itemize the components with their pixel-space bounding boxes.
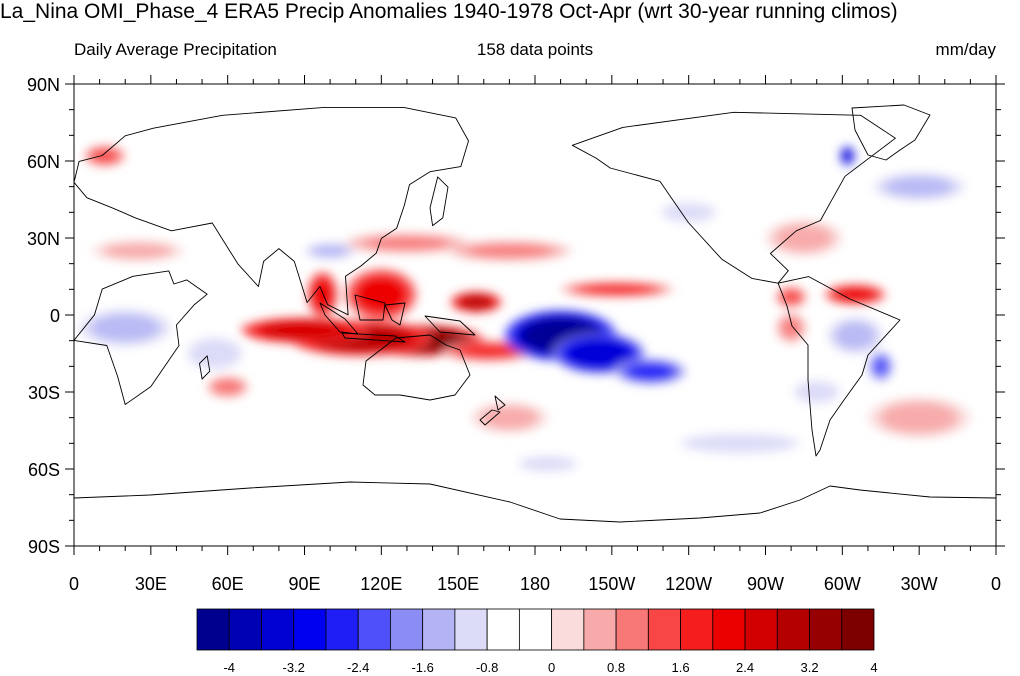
- colorbar-swatch: [647, 608, 681, 651]
- anomaly-blob-20: [364, 236, 450, 250]
- colorbar-label: 1.6: [672, 660, 690, 675]
- lat-label: 30N: [27, 229, 60, 249]
- colorbar-swatch: [776, 608, 810, 651]
- lat-label: 30S: [28, 383, 60, 403]
- lon-label: 30W: [901, 574, 938, 594]
- lat-label: 90N: [27, 75, 60, 95]
- lon-label: 180: [520, 574, 550, 594]
- anomaly-blob-4: [312, 279, 333, 310]
- anomaly-blob-2: [262, 321, 347, 339]
- anomaly-blob-23: [91, 149, 119, 163]
- colorbar-swatch: [551, 608, 585, 651]
- colorbar-label: 2.4: [736, 660, 754, 675]
- anomaly-blob-25: [483, 407, 535, 428]
- anomaly-blob-12: [834, 287, 876, 302]
- colorbar-labels: -4 -3.2 -2.4 -1.6 -0.8 0 0.8 1.6 2.4 3.2 4: [223, 660, 877, 675]
- anomaly-blob-9: [626, 362, 675, 380]
- colorbar-swatch: [390, 608, 424, 651]
- colorbar-label: 0.8: [607, 660, 625, 675]
- colorbar-label: 3.2: [800, 660, 818, 675]
- lon-label: 150E: [437, 574, 479, 594]
- colorbar-swatch: [712, 608, 746, 651]
- colorbar-swatch: [486, 608, 520, 651]
- data-points-label: 158 data points: [476, 40, 594, 59]
- lon-label: 60E: [212, 574, 244, 594]
- colorbar-swatch: [422, 608, 456, 651]
- anomaly-field: [74, 145, 971, 475]
- colorbar-swatch: [680, 608, 714, 651]
- colorbar-label: -2.4: [347, 660, 369, 675]
- longitude-labels: 0 30E 60E 90E 120E 150E 180 150W 120W 90W 60W 30W 0: [69, 574, 1001, 594]
- lon-label: 0: [69, 574, 79, 594]
- anomaly-blob-10: [579, 284, 655, 295]
- colorbar-swatch: [357, 608, 391, 651]
- anomaly-blob-15: [842, 149, 853, 163]
- lon-label: 90E: [288, 574, 320, 594]
- lat-label: 60N: [27, 152, 60, 172]
- coastlines: [74, 104, 996, 523]
- anomaly-blob-14: [834, 321, 876, 350]
- anomaly-blob-24: [214, 380, 242, 394]
- colorbar-swatch: [841, 608, 875, 651]
- anomaly-blob-30: [885, 404, 954, 432]
- anomaly-blob-5: [459, 295, 494, 309]
- lon-label: 0: [991, 574, 1001, 594]
- colorbar-swatch: [228, 608, 262, 651]
- colorbar-label: 0: [548, 660, 555, 675]
- anomaly-blob-32: [522, 457, 574, 471]
- lon-label: 120E: [360, 574, 402, 594]
- colorbar-label: 4: [870, 660, 877, 675]
- lon-label: 150W: [588, 574, 635, 594]
- axis-ticks: [65, 75, 1005, 555]
- colorbar-label: -1.6: [411, 660, 433, 675]
- colorbar-swatch: [325, 608, 359, 651]
- colorbar-swatch: [454, 608, 488, 651]
- anomaly-blob-22: [107, 244, 169, 258]
- anomaly-blob-3: [357, 277, 406, 312]
- variable-label: Daily Average Precipitation: [74, 40, 277, 59]
- anomaly-blob-19: [313, 245, 348, 256]
- colorbar-swatch: [261, 608, 295, 651]
- lon-label: 60W: [824, 574, 861, 594]
- anomaly-blob-21: [466, 244, 552, 258]
- anomaly-blob-31: [688, 434, 791, 452]
- anomaly-blob-29: [799, 383, 834, 401]
- colorbar-swatch: [744, 608, 778, 651]
- colorbar-swatch: [518, 608, 553, 651]
- colorbar-swatch: [615, 608, 649, 651]
- latitude-labels: 90N 60N 30N 0 30S 60S 90S: [27, 75, 60, 557]
- colorbar-swatch: [583, 608, 617, 651]
- colorbar-swatch: [196, 608, 230, 651]
- anomaly-blob-26: [664, 203, 713, 221]
- anomaly-blob-11: [780, 290, 802, 304]
- colorbar-label: -3.2: [283, 660, 305, 675]
- anomaly-blob-28: [780, 317, 802, 339]
- lat-label: 90S: [28, 537, 60, 557]
- colorbar-swatch: [809, 608, 843, 651]
- map-title: La_Nina OMI_Phase_4 ERA5 Precip Anomalie…: [0, 0, 898, 23]
- units-label: mm/day: [935, 40, 996, 59]
- anomaly-blob-8: [568, 339, 630, 368]
- colorbar-label: -0.8: [476, 660, 498, 675]
- anomaly-blob-18: [194, 341, 236, 366]
- lat-label: 60S: [28, 460, 60, 480]
- anomaly-blob-6: [458, 344, 520, 358]
- anomaly-blob-17: [91, 314, 160, 342]
- lon-label: 90W: [747, 574, 784, 594]
- anomaly-blob-16: [885, 176, 954, 197]
- lon-label: 30E: [135, 574, 167, 594]
- colorbar-label: -4: [223, 660, 235, 675]
- colorbar: [196, 608, 875, 651]
- colorbar-swatch: [293, 608, 327, 651]
- lat-label: 0: [50, 306, 60, 326]
- anomaly-blob-13: [872, 356, 890, 377]
- lon-label: 120W: [665, 574, 712, 594]
- anomaly-blob-27: [778, 226, 830, 250]
